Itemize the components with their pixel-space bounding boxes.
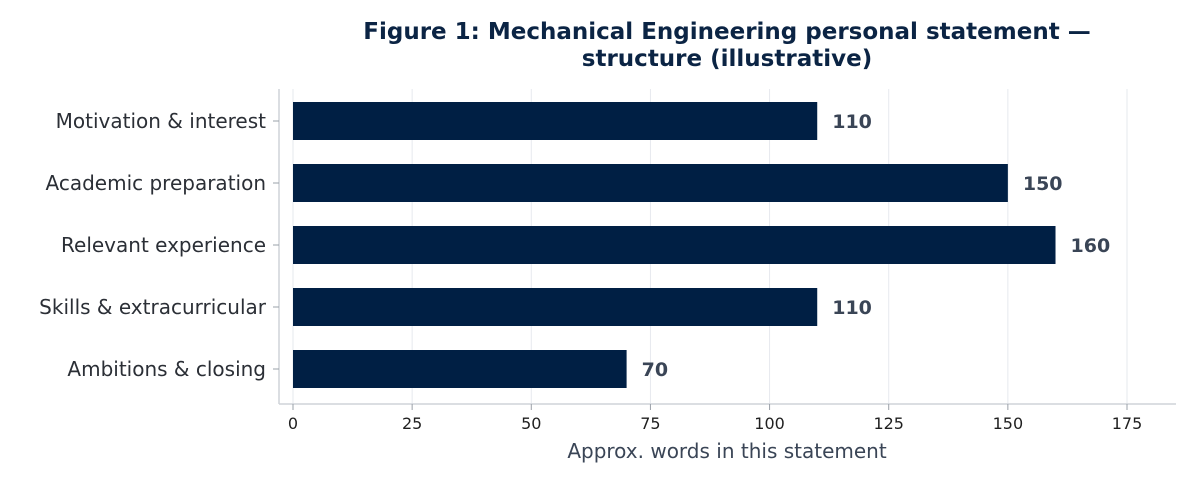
bar-1 bbox=[293, 102, 818, 140]
category-label: Relevant experience bbox=[61, 233, 266, 257]
x-tick-label: 100 bbox=[754, 414, 785, 433]
x-tick-label: 25 bbox=[402, 414, 422, 433]
x-tick-label: 125 bbox=[873, 414, 904, 433]
bar-5 bbox=[293, 350, 627, 388]
category-label: Academic preparation bbox=[46, 171, 267, 195]
x-tick-label: 175 bbox=[1112, 414, 1143, 433]
bar-3 bbox=[293, 226, 1056, 264]
x-tick-label: 0 bbox=[288, 414, 298, 433]
category-label: Skills & extracurricular bbox=[39, 295, 267, 319]
x-axis-label: Approx. words in this statement bbox=[567, 439, 887, 463]
value-label: 70 bbox=[642, 359, 668, 381]
x-ticks: 0 25 50 75 100 125 150 175 bbox=[288, 404, 1142, 433]
chart-title-line-1: Figure 1: Mechanical Engineering persona… bbox=[363, 19, 1090, 45]
bars bbox=[293, 102, 1056, 388]
value-label: 110 bbox=[832, 297, 872, 319]
x-tick-label: 75 bbox=[640, 414, 660, 433]
category-label: Ambitions & closing bbox=[67, 357, 266, 381]
category-label: Motivation & interest bbox=[56, 109, 266, 133]
value-label: 110 bbox=[832, 111, 872, 133]
x-tick-label: 150 bbox=[993, 414, 1024, 433]
axes bbox=[273, 89, 1176, 405]
bar-2 bbox=[293, 164, 1008, 202]
bar-4 bbox=[293, 288, 818, 326]
x-tick-label: 50 bbox=[521, 414, 541, 433]
value-label: 160 bbox=[1071, 235, 1111, 257]
value-label: 150 bbox=[1023, 173, 1063, 195]
chart-title-line-2: structure (illustrative) bbox=[582, 46, 872, 72]
labels: Motivation & interest 110 Academic prepara… bbox=[39, 109, 1110, 381]
